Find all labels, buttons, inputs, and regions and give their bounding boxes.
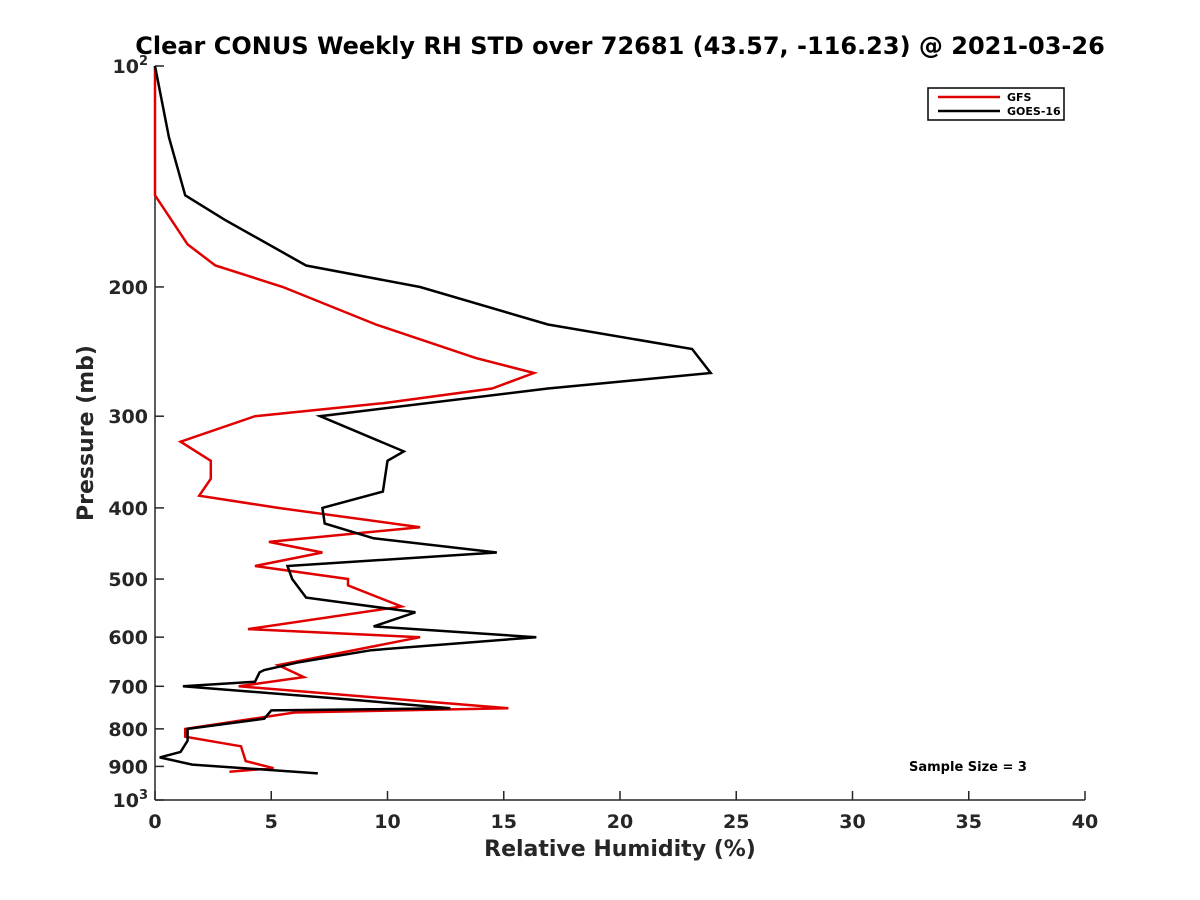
series-line-goes16 [153,65,714,775]
y-tick-label: 200 [108,277,148,299]
y-tick-label: 900 [108,756,148,778]
y-tick-exponent: 3 [139,788,148,803]
x-ticks: 0 5 10 15 20 25 30 35 40 [148,791,1098,833]
series-line-gfs [153,66,539,773]
y-axis-label: Pressure (mb) [74,345,99,521]
y-tick-label: 102 [113,54,149,78]
y-tick-label: 600 [108,627,148,649]
x-tick-label: 10 [374,811,400,833]
sample-size-annotation: Sample Size = 3 [909,760,1027,775]
plot-area: 0 5 10 15 20 25 30 35 40 10220030040050060070080… [108,54,1098,833]
y-tick-label: 500 [108,569,148,591]
x-tick-label: 0 [148,811,161,833]
y-tick-base: 10 [113,56,139,78]
series-lines [153,65,714,775]
chart-title: Clear CONUS Weekly RH STD over 72681 (43… [135,32,1105,60]
x-tick-label: 35 [956,811,982,833]
x-tick-label: 5 [265,811,278,833]
legend-label-goes16: GOES-16 [1007,105,1061,118]
y-tick-label: 103 [113,788,149,812]
y-tick-label: 800 [108,719,148,741]
x-tick-label: 20 [607,811,633,833]
x-tick-label: 30 [839,811,865,833]
y-tick-base: 10 [113,790,139,812]
y-tick-exponent: 2 [139,54,148,69]
x-axis-label: Relative Humidity (%) [484,837,756,862]
legend-label-gfs: GFS [1007,91,1032,104]
x-tick-label: 40 [1072,811,1098,833]
x-tick-label: 25 [723,811,749,833]
legend: GFS GOES-16 [927,87,1065,121]
y-tick-label: 700 [108,676,148,698]
legend-box [927,87,1065,121]
y-tick-label: 300 [108,406,148,428]
y-tick-label: 400 [108,498,148,520]
x-tick-label: 15 [491,811,517,833]
